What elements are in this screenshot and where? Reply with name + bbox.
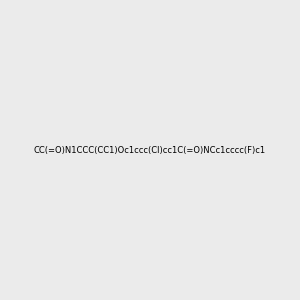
Text: CC(=O)N1CCC(CC1)Oc1ccc(Cl)cc1C(=O)NCc1cccc(F)c1: CC(=O)N1CCC(CC1)Oc1ccc(Cl)cc1C(=O)NCc1cc… — [34, 146, 266, 154]
